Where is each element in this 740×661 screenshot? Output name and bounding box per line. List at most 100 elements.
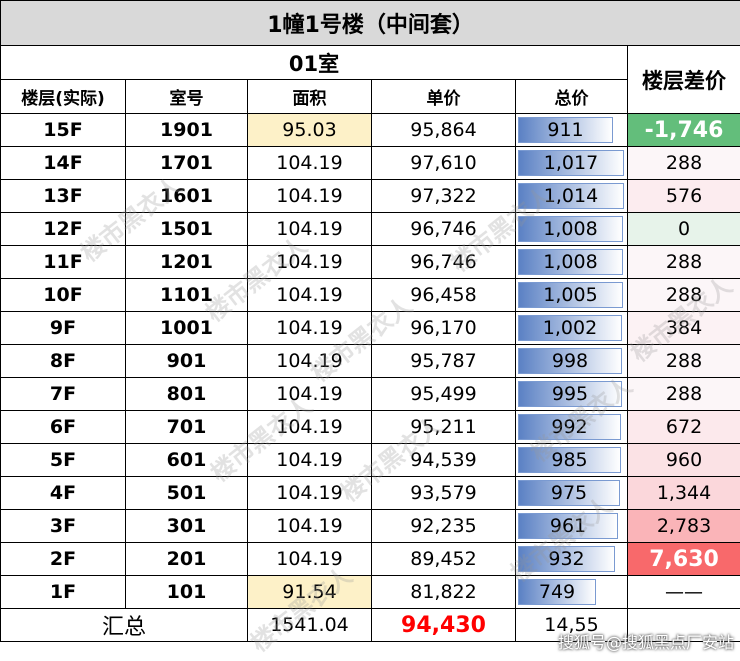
col-header-room: 室号 (125, 79, 248, 114)
table-row: 14F 1701 104.19 97,610 1,017 288 (0, 146, 740, 180)
total-price-value: 995 (551, 383, 589, 405)
table-row: 2F 201 104.19 89,452 932 7,630 (0, 542, 740, 576)
source-credit: 搜狐号@搜狐黑点厂安站 (557, 633, 734, 652)
area-cell: 104.19 (247, 245, 372, 279)
unit-price-cell: 93,579 (371, 476, 516, 510)
table-row: 5F 601 104.19 94,539 985 960 (0, 443, 740, 477)
col-header-total-price: 总价 (515, 79, 628, 114)
databar-fill (519, 184, 623, 208)
total-price-cell: 998 (515, 344, 628, 378)
unit-price-cell: 97,322 (371, 179, 516, 213)
databar-fill (519, 448, 620, 472)
col-header-floor: 楼层(实际) (0, 79, 126, 114)
area-cell: 104.19 (247, 311, 372, 345)
room-number-cell: 901 (125, 344, 248, 378)
total-databar: 975 (518, 480, 620, 506)
total-databar: 911 (518, 117, 613, 143)
total-price-value: 1,014 (543, 185, 599, 207)
total-price-value: 1,008 (543, 218, 598, 240)
unit-price-cell: 95,864 (371, 113, 516, 147)
col-header-unit-price: 单价 (371, 79, 516, 114)
room-number-cell: 501 (125, 476, 248, 510)
total-databar: 932 (518, 546, 615, 572)
unit-price-cell: 89,452 (371, 542, 516, 576)
summary-area: 1541.04 (247, 608, 372, 642)
area-cell: 104.19 (247, 146, 372, 180)
floor-cell: 2F (0, 542, 126, 576)
room-number-cell: 301 (125, 509, 248, 543)
unit-price-cell: 96,746 (371, 212, 516, 246)
price-table: 1幢1号楼（中间套） 01室 楼层差价 楼层(实际) 室号 面积 单价 总价 1… (0, 0, 740, 642)
room-number-cell: 701 (125, 410, 248, 444)
floor-diff-header: 楼层差价 (626, 45, 740, 114)
area-cell: 104.19 (247, 212, 372, 246)
area-cell: 104.19 (247, 344, 372, 378)
floor-diff-cell: 288 (626, 344, 740, 378)
room-number-cell: 1101 (125, 278, 248, 312)
databar-fill (519, 415, 620, 439)
table-row: 6F 701 104.19 95,211 992 672 (0, 410, 740, 444)
total-databar: 1,002 (518, 315, 622, 341)
area-cell: 104.19 (247, 542, 372, 576)
room-number-cell: 101 (125, 575, 248, 609)
summary-total: 14,55 (515, 608, 628, 642)
total-price-cell: 932 (515, 542, 628, 576)
total-databar: 1,017 (518, 150, 624, 176)
total-price-cell: 1,008 (515, 245, 628, 279)
unit-price-cell: 95,499 (371, 377, 516, 411)
total-price-value: 975 (550, 482, 588, 504)
col-header-area: 面积 (247, 79, 372, 114)
room-header: 01室 (0, 45, 628, 80)
total-databar: 961 (518, 513, 618, 539)
total-price-cell: 1,017 (515, 146, 628, 180)
area-cell: 104.19 (247, 443, 372, 477)
databar-fill (519, 349, 621, 373)
unit-price-cell: 92,235 (371, 509, 516, 543)
floor-cell: 10F (0, 278, 126, 312)
total-price-value: 1,008 (543, 251, 598, 273)
floor-cell: 1F (0, 575, 126, 609)
room-number-cell: 1501 (125, 212, 248, 246)
total-price-cell: 1,008 (515, 212, 628, 246)
table-row: 9F 1001 104.19 96,170 1,002 384 (0, 311, 740, 345)
databar-fill (519, 580, 595, 604)
unit-price-cell: 94,539 (371, 443, 516, 477)
total-databar: 998 (518, 348, 622, 374)
area-cell: 95.03 (247, 113, 372, 147)
total-price-value: 998 (551, 350, 589, 372)
area-cell: 104.19 (247, 509, 372, 543)
total-price-cell: 749 (515, 575, 628, 609)
floor-cell: 8F (0, 344, 126, 378)
unit-price-cell: 95,787 (371, 344, 516, 378)
floor-diff-cell: 384 (626, 311, 740, 345)
total-databar: 1,008 (518, 216, 623, 242)
total-price-cell: 1,005 (515, 278, 628, 312)
area-cell: 104.19 (247, 278, 372, 312)
total-databar: 1,008 (518, 249, 623, 275)
total-price-value: 1,005 (543, 284, 598, 306)
floor-diff-cell: 1,344 (626, 476, 740, 510)
table-row: 4F 501 104.19 93,579 975 1,344 (0, 476, 740, 510)
table-row: 12F 1501 104.19 96,746 1,008 0 (0, 212, 740, 246)
total-price-cell: 992 (515, 410, 628, 444)
total-price-value: 985 (551, 449, 588, 471)
floor-cell: 6F (0, 410, 126, 444)
table-row: 13F 1601 104.19 97,322 1,014 576 (0, 179, 740, 213)
floor-cell: 5F (0, 443, 126, 477)
floor-cell: 12F (0, 212, 126, 246)
summary-unit-price: 94,430 (371, 608, 516, 642)
total-price-cell: 975 (515, 476, 628, 510)
databar-fill (519, 547, 614, 571)
room-number-cell: 1901 (125, 113, 248, 147)
floor-cell: 9F (0, 311, 126, 345)
room-number-cell: 601 (125, 443, 248, 477)
total-databar: 1,005 (518, 282, 623, 308)
area-cell: 91.54 (247, 575, 372, 609)
table-row: 11F 1201 104.19 96,746 1,008 288 (0, 245, 740, 279)
floor-diff-cell: 0 (626, 212, 740, 246)
room-number-cell: 1601 (125, 179, 248, 213)
floor-diff-cell: 288 (626, 377, 740, 411)
table-row: 8F 901 104.19 95,787 998 288 (0, 344, 740, 378)
room-number-cell: 1001 (125, 311, 248, 345)
room-number-cell: 801 (125, 377, 248, 411)
